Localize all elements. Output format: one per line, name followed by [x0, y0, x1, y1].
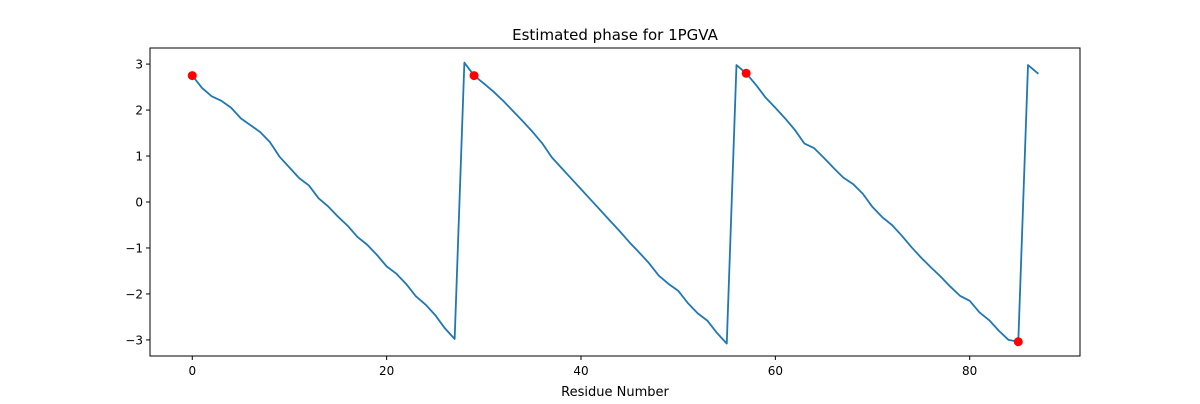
x-tick-label: 0	[188, 364, 196, 378]
highlight-point	[187, 71, 197, 81]
y-tick-label: −3	[125, 333, 143, 347]
y-tick-label: 2	[135, 104, 143, 118]
x-tick-label: 20	[379, 364, 394, 378]
plot-area	[187, 61, 1039, 347]
highlight-point	[741, 68, 751, 78]
axes-frame	[149, 47, 1081, 357]
chart-title: Estimated phase for 1PGVA	[512, 26, 718, 44]
x-tick-label: 80	[962, 364, 977, 378]
x-tick-label: 40	[573, 364, 588, 378]
y-tick-label: 3	[135, 58, 143, 72]
y-tick-label: −2	[125, 287, 143, 301]
y-tick-label: −1	[125, 241, 143, 255]
y-tick-label: 1	[135, 150, 143, 164]
phase-line	[191, 61, 1039, 345]
x-tick-label: 60	[768, 364, 783, 378]
x-axis-label: Residue Number	[561, 385, 669, 400]
highlight-point	[469, 71, 479, 81]
highlight-point	[1013, 337, 1023, 347]
x-axis: 0 20 40 60 80	[188, 356, 977, 378]
y-axis: −3 −2 −1 0 1 2 3	[125, 58, 150, 347]
y-tick-label: 0	[135, 196, 143, 210]
